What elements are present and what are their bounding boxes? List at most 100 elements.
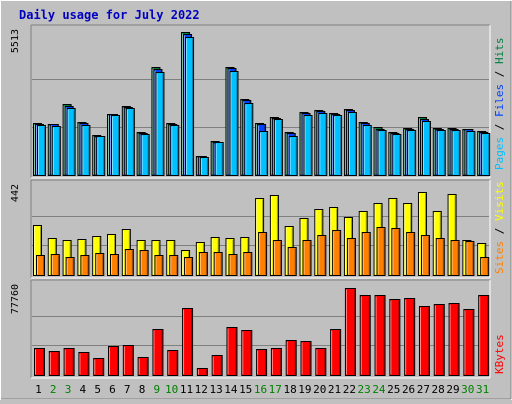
legend-panel-1-part-1: / [493, 117, 506, 137]
legend-panel-3-part-0: KBytes [493, 334, 506, 374]
bar-sites-day-21 [332, 230, 342, 276]
bar-pages-day-17 [273, 119, 283, 176]
bar-kbytes-day-25 [389, 299, 401, 376]
bar-kbytes-day-27 [418, 306, 430, 376]
legend-panel-2-part-1: / [493, 221, 506, 241]
x-label-day-26: 26 [402, 383, 415, 396]
bar-sites-day-23 [361, 232, 371, 276]
bar-sites-day-18 [287, 247, 297, 276]
bar-sites-day-24 [376, 227, 386, 276]
bar-sites-day-6 [110, 254, 120, 276]
bar-sites-day-4 [80, 255, 90, 276]
bar-kbytes-day-8 [137, 357, 149, 376]
bar-pages-day-15 [244, 103, 254, 176]
bar-pages-day-13 [214, 142, 224, 176]
bar-sites-day-31 [480, 257, 490, 276]
x-label-day-27: 27 [417, 383, 430, 396]
bar-kbytes-day-28 [433, 304, 445, 376]
bar-pages-day-31 [481, 133, 491, 176]
bar-sites-day-13 [213, 252, 223, 276]
bar-sites-day-26 [406, 232, 416, 276]
x-label-day-25: 25 [387, 383, 400, 396]
x-label-day-31: 31 [476, 383, 489, 396]
bar-sites-day-28 [435, 238, 445, 276]
legend-panel-2-part-2: Visits [493, 181, 506, 221]
panel-2-ymax-label: 442 [10, 184, 21, 202]
bar-pages-day-7 [125, 108, 135, 176]
bar-kbytes-day-21 [330, 329, 342, 376]
x-label-day-9: 9 [154, 383, 161, 396]
x-label-day-4: 4 [80, 383, 87, 396]
x-label-day-21: 21 [328, 383, 341, 396]
x-label-day-22: 22 [343, 383, 356, 396]
bar-kbytes-day-1 [34, 348, 45, 376]
x-label-day-18: 18 [283, 383, 296, 396]
x-label-day-12: 12 [195, 383, 208, 396]
bar-kbytes-day-3 [63, 348, 75, 376]
bar-pages-day-28 [436, 130, 446, 176]
bar-pages-day-4 [81, 125, 91, 176]
bar-kbytes-day-6 [108, 346, 120, 376]
bar-sites-day-15 [243, 252, 253, 276]
bar-pages-day-22 [347, 112, 357, 176]
x-label-day-3: 3 [65, 383, 72, 396]
x-label-day-19: 19 [298, 383, 311, 396]
bar-sites-day-10 [169, 255, 179, 276]
x-label-day-6: 6 [109, 383, 116, 396]
legend-panel-1: Pages / Files / Hits [493, 38, 506, 171]
bar-kbytes-day-12 [196, 368, 208, 376]
bar-sites-day-17 [272, 240, 282, 276]
bar-pages-day-11 [185, 37, 195, 176]
bar-pages-day-18 [288, 136, 298, 176]
bar-sites-day-3 [65, 257, 75, 276]
bar-pages-day-16 [259, 131, 269, 176]
x-label-day-7: 7 [124, 383, 131, 396]
x-label-day-14: 14 [224, 383, 238, 396]
bar-pages-day-12 [199, 157, 209, 176]
bar-kbytes-day-20 [315, 348, 327, 376]
bar-pages-day-24 [377, 130, 387, 176]
bar-pages-day-14 [229, 71, 239, 176]
bar-kbytes-day-22 [344, 288, 356, 376]
bar-sites-day-14 [228, 254, 238, 276]
bar-kbytes-day-30 [463, 309, 475, 376]
bar-kbytes-day-29 [448, 303, 460, 376]
x-label-day-1: 1 [35, 383, 42, 396]
legend-panel-2-part-0: Sites [493, 241, 506, 274]
bar-sites-day-12 [198, 252, 208, 276]
bar-kbytes-day-9 [152, 329, 164, 376]
bar-pages-day-23 [362, 125, 372, 176]
x-label-day-16: 16 [254, 383, 267, 396]
x-label-day-5: 5 [94, 383, 101, 396]
bar-sites-day-5 [95, 253, 105, 276]
bar-pages-day-27 [421, 121, 431, 176]
bar-kbytes-day-16 [256, 349, 268, 376]
bar-kbytes-day-4 [78, 352, 90, 376]
x-label-day-13: 13 [209, 383, 222, 396]
bar-sites-day-2 [50, 254, 60, 276]
bar-kbytes-day-23 [359, 295, 371, 376]
bar-sites-day-9 [154, 255, 164, 276]
bar-kbytes-day-11 [182, 308, 194, 376]
bar-sites-day-1 [36, 255, 45, 276]
bar-sites-day-11 [184, 257, 194, 276]
bar-kbytes-day-5 [93, 358, 105, 376]
bar-kbytes-day-10 [167, 350, 179, 376]
panel-3-ymax-label: 77760 [10, 284, 21, 314]
bar-pages-day-9 [155, 72, 165, 176]
legend-panel-1-part-4: Hits [493, 38, 506, 65]
x-label-day-17: 17 [269, 383, 282, 396]
bar-kbytes-day-26 [404, 298, 416, 376]
panel-1-ymax-label: 5513 [10, 29, 21, 53]
bar-sites-day-27 [420, 235, 430, 276]
bar-pages-day-20 [318, 113, 328, 176]
bar-sites-day-25 [391, 228, 401, 276]
bar-sites-day-7 [124, 249, 134, 276]
x-label-day-8: 8 [139, 383, 146, 396]
bar-sites-day-22 [346, 238, 356, 276]
x-label-day-10: 10 [165, 383, 178, 396]
bar-pages-day-6 [111, 115, 121, 176]
bar-pages-day-29 [451, 130, 461, 176]
chart-title: Daily usage for July 2022 [19, 8, 200, 22]
